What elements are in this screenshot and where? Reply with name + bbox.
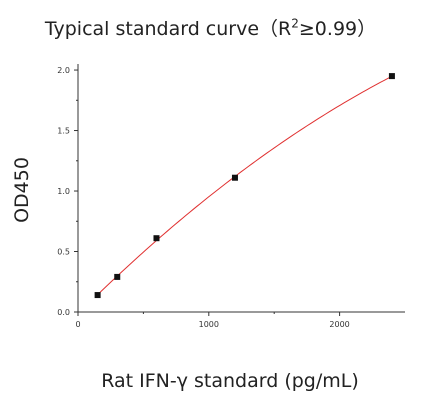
data-point [231, 174, 238, 181]
chart-title: Typical standard curve（R2≥0.99） [44, 16, 377, 40]
fit-curve [97, 75, 393, 296]
x-tick-label: 2000 [329, 320, 349, 329]
x-tick-label: 0 [75, 320, 80, 329]
data-point [388, 73, 395, 80]
y-tick-label: 1.0 [57, 187, 70, 196]
data-point [114, 273, 121, 280]
y-tick-label: 2.0 [57, 66, 70, 75]
y-tick-label: 1.5 [57, 127, 70, 136]
x-axis-label: Rat IFN-γ standard (pg/mL) [101, 370, 359, 392]
data-point [94, 292, 101, 299]
y-tick-label: 0.5 [57, 248, 70, 257]
y-tick-label: 0.0 [57, 308, 70, 317]
y-axis-label: OD450 [11, 157, 33, 223]
data-point [153, 235, 160, 242]
x-tick-label: 1000 [199, 320, 219, 329]
